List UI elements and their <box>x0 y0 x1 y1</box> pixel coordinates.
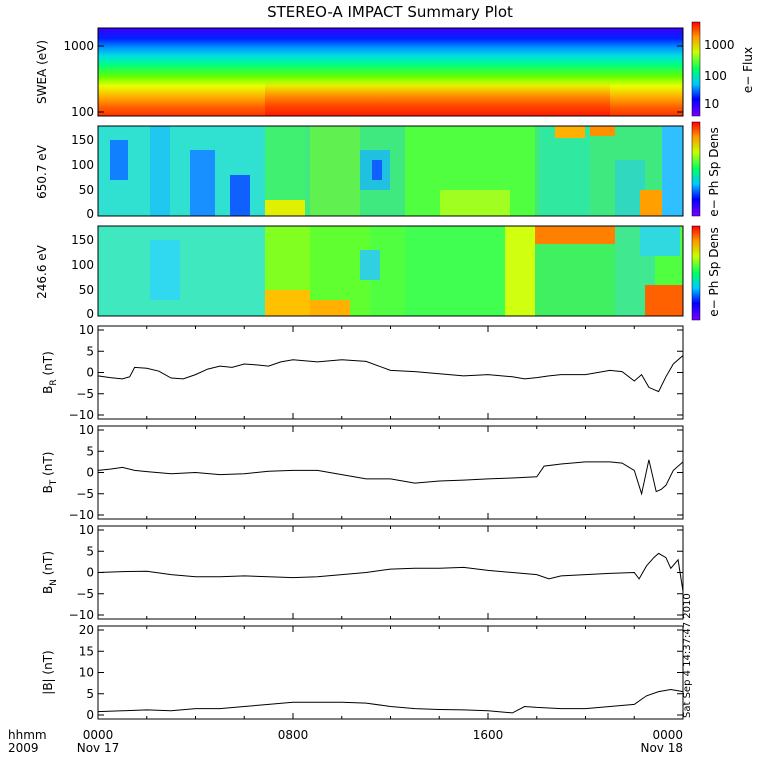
br-ylabel: BR (nT) <box>41 351 59 394</box>
pad-246-ytick-50: 50 <box>79 283 94 297</box>
bt-ytick-label: 10 <box>79 423 94 437</box>
pad-650-cbar-label: e− Ph Sp Dens <box>707 127 721 216</box>
br-ytick-label: 10 <box>79 323 94 337</box>
bmag-ytick-label: 10 <box>79 666 94 680</box>
swea-cbar-tick-100: 100 <box>704 69 727 83</box>
pad-246-frame <box>97 225 684 317</box>
x-axis-row-label: hhmm <box>8 728 47 742</box>
br-ytick-label: 5 <box>86 344 94 358</box>
br-ytick-label: −10 <box>69 408 94 422</box>
swea-enhancement-band <box>265 28 610 116</box>
br-series-line <box>97 355 684 393</box>
bmag-frame <box>97 625 684 720</box>
swea-ylabel: SWEA (eV) <box>35 40 49 104</box>
bmag-ytick-label: 15 <box>79 644 94 658</box>
swea-spectrogram: 1000 100 SWEA (eV) 1000 100 10 e− Flux <box>35 21 755 119</box>
x-tick-label: 0000 <box>652 728 683 742</box>
swea-frame <box>97 27 684 117</box>
bmag-series-line <box>97 688 684 714</box>
bn-ytick-label: −5 <box>76 587 94 601</box>
pad-650-ytick-0: 0 <box>86 207 94 221</box>
x-tick-label: 0800 <box>278 728 309 742</box>
x-tick-label: 0000 <box>83 728 114 742</box>
bmag-ylabel: |B| (nT) <box>41 650 55 694</box>
bmag-ytick-label: 5 <box>86 687 94 701</box>
plot-title: STEREO-A IMPACT Summary Plot <box>267 3 513 21</box>
pad-650-ytick-150: 150 <box>71 133 94 147</box>
bn-ytick-label: 0 <box>86 566 94 580</box>
pad-650-ytick-50: 50 <box>79 183 94 197</box>
br-ytick-label: 0 <box>86 366 94 380</box>
pad-246-features <box>98 226 683 316</box>
bn-panel: −10 −5 0 5 10 BN (nT) <box>41 523 684 622</box>
x-tick-sublabel: Nov 17 <box>77 741 120 755</box>
swea-ytick-1000: 1000 <box>63 39 94 53</box>
pad-246-ytick-0: 0 <box>86 307 94 321</box>
pad-650-colorbar <box>691 121 701 217</box>
swea-colorbar <box>691 21 701 117</box>
bmag-ytick-label: 20 <box>79 623 94 637</box>
bt-ytick-label: −5 <box>76 487 94 501</box>
x-tick-sublabel: Nov 18 <box>640 741 683 755</box>
br-panel: −10 −5 0 5 10 BR (nT) <box>41 323 684 422</box>
bmag-ytick-label: 0 <box>86 708 94 722</box>
bt-panel: −10 −5 0 5 10 BT (nT) <box>41 423 684 522</box>
pad-246-spectrogram: 150 100 50 0 246.6 eV e− Ph Sp Dens <box>35 225 721 321</box>
bn-ytick-label: −10 <box>69 608 94 622</box>
bmag-panel: 0 5 10 15 20 |B| (nT) <box>41 623 684 722</box>
pad-246-ytick-100: 100 <box>71 258 94 272</box>
bn-ytick-label: 5 <box>86 544 94 558</box>
swea-cbar-tick-10: 10 <box>704 97 719 111</box>
pad-246-cbar-label: e− Ph Sp Dens <box>707 227 721 316</box>
pad-650-frame <box>97 125 684 217</box>
bn-series-line <box>97 552 684 592</box>
swea-cbar-label: e− Flux <box>741 47 755 93</box>
bt-series-line <box>97 459 684 496</box>
pad-650-ylabel: 650.7 eV <box>35 144 49 199</box>
bt-ylabel: BT (nT) <box>41 452 59 494</box>
bt-ytick-label: −10 <box>69 508 94 522</box>
swea-cbar-tick-1000: 1000 <box>704 38 735 52</box>
magnetic-field-panels: −10 −5 0 5 10 BR (nT) −10 −5 0 5 10 BT (nT) −10 −5 0 5 1… <box>41 323 684 722</box>
swea-ytick-100: 100 <box>71 105 94 119</box>
bt-frame <box>97 425 684 520</box>
x-tick-label: 1600 <box>473 728 504 742</box>
x-axis-year-label: 2009 <box>8 741 39 755</box>
pad-650-features <box>98 126 683 216</box>
pad-246-ylabel: 246.6 eV <box>35 244 49 299</box>
bn-ylabel: BN (nT) <box>41 551 59 594</box>
pad-246-colorbar <box>691 225 701 321</box>
pad-650-ytick-100: 100 <box>71 158 94 172</box>
bn-frame <box>97 525 684 620</box>
br-ytick-label: −5 <box>76 387 94 401</box>
timestamp: Sat Sep 4 14:37:47 2010 <box>682 593 693 718</box>
bt-ytick-label: 5 <box>86 444 94 458</box>
pad-650-spectrogram: 150 100 50 0 650.7 eV e− Ph Sp Dens <box>35 121 721 221</box>
bn-ytick-label: 10 <box>79 523 94 537</box>
bt-ytick-label: 0 <box>86 466 94 480</box>
pad-246-ytick-150: 150 <box>71 233 94 247</box>
